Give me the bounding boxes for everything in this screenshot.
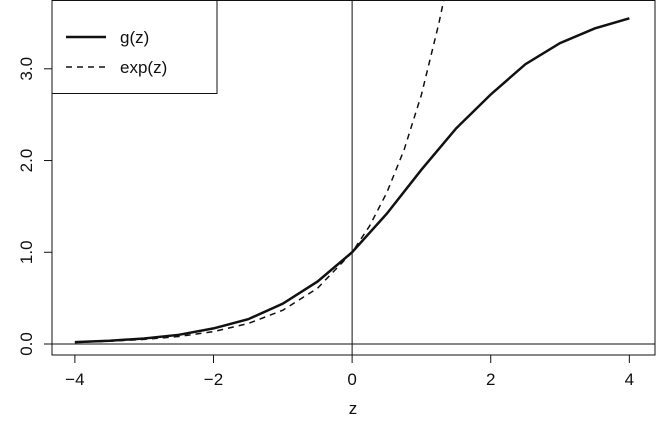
- x-tick-label: 2: [486, 370, 495, 389]
- y-tick-label: 3.0: [17, 57, 36, 81]
- x-tick-label: −4: [65, 370, 84, 389]
- x-axis-label: z: [349, 399, 358, 418]
- legend-box: [51, 0, 218, 94]
- legend-label: exp(z): [120, 58, 167, 77]
- x-tick-label: −2: [204, 370, 223, 389]
- x-tick-label: 4: [625, 370, 634, 389]
- series-line: [74, 0, 445, 344]
- y-tick-label: 0.0: [17, 332, 36, 356]
- x-tick-label: 0: [347, 370, 356, 389]
- y-tick-label: 1.0: [17, 240, 36, 264]
- legend-label: g(z): [120, 28, 149, 47]
- y-tick-label: 2.0: [17, 149, 36, 173]
- plot-frame: [51, 0, 656, 356]
